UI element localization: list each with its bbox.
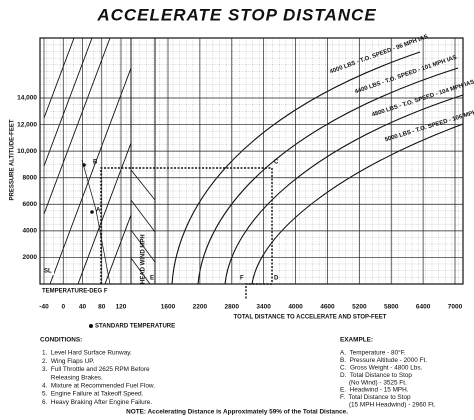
example-letter: C [274,160,279,166]
temperature-axis-label: TEMPERATURE-DEG F [42,289,108,295]
condition-item: 5. Engine Failure at Takeoff Speed. [42,391,144,398]
condition-item: 4. Mixture at Recommended Fuel Flow. [42,382,155,389]
example-letter: F [240,276,244,282]
y-axis-label: PRESSURE ALTITUDE-FEET [10,119,16,200]
example-item: F. Total Distance to Stop [340,394,411,401]
y-tick-label: 12,000 [17,121,37,128]
condition-item: Releasing Brakes. [42,374,103,381]
y-tick-label: 4000 [23,228,38,235]
legend-marker [89,324,93,328]
example-letter: B [93,160,98,166]
notes: CONDITIONS: 1. Level Hard Surface Runway.… [40,337,436,416]
y-tick-label: 2000 [23,254,38,261]
example-item: A. Temperature - 80°F. [340,349,406,357]
example-item: (No Wind) - 3525 Ft. [340,379,407,386]
condition-item: 2. Wing Flaps UP. [42,358,95,365]
x-tick-label: 2800 [225,304,240,311]
condition-item: 1. Level Hard Surface Runway. [42,350,132,357]
x-tick-label: 2200 [193,304,208,311]
y-tick-label: 10,000 [17,148,37,155]
x-tick-label: 4000 [288,304,303,311]
headwind-guides [130,169,156,285]
condition-item: 6. Heavy Braking After Engine Failure. [42,399,152,406]
temperature-tick-label: 0 [61,304,65,311]
plot-area [39,37,464,285]
x-tick-label: 5200 [352,304,367,311]
x-tick-label: 3400 [256,304,271,311]
x-tick-label: 7000 [448,304,463,311]
example-item: E. Headwind - 15 MPH. [340,387,409,394]
standard-temperature-dots [82,163,94,214]
headwind-label: HEAD WIND MPH [141,234,147,284]
example-item: B. Pressure Altitude - 2000 Ft. [340,357,427,364]
example-item: C. Gross Weight - 4800 Lbs. [340,364,423,371]
example-letter: E [150,276,154,282]
example-item: D. Total Distance to Stop [340,372,412,379]
x-tick-label: 6400 [416,304,431,311]
example-letter: D [274,276,279,282]
y-tick-label: 8000 [23,174,38,181]
y-tick-label: 6000 [23,201,38,208]
x-tick-label: 4600 [320,304,335,311]
y-tick-label: 14,000 [17,95,37,102]
temperature-tick-label: 80 [98,304,106,311]
note: NOTE: Accelerating Distance is Approxima… [126,409,348,416]
example-letter: A [96,208,101,214]
x-axis-label: TOTAL DISTANCE TO ACCELERATE AND STOP-FE… [234,315,387,321]
example-item: (15 MPH Headwind) - 2960 Ft. [340,401,436,408]
label-bg [42,266,54,275]
sea-level-label: SL [44,269,52,275]
temperature-tick-label: 120 [116,304,127,311]
x-tick-label: 5800 [384,304,399,311]
x-tick-label: 1600 [161,304,176,311]
temperature-tick-label: 40 [79,304,87,311]
chart-title: ACCELERATE STOP DISTANCE [96,5,376,24]
example-title: EXAMPLE: [340,337,373,344]
temperature-tick-label: -40 [39,304,49,311]
condition-item: 3. Full Throttle and 2625 RPM Before [42,366,150,373]
legend-label: STANDARD TEMPERATURE [95,324,175,330]
conditions-title: CONDITIONS: [40,337,82,344]
